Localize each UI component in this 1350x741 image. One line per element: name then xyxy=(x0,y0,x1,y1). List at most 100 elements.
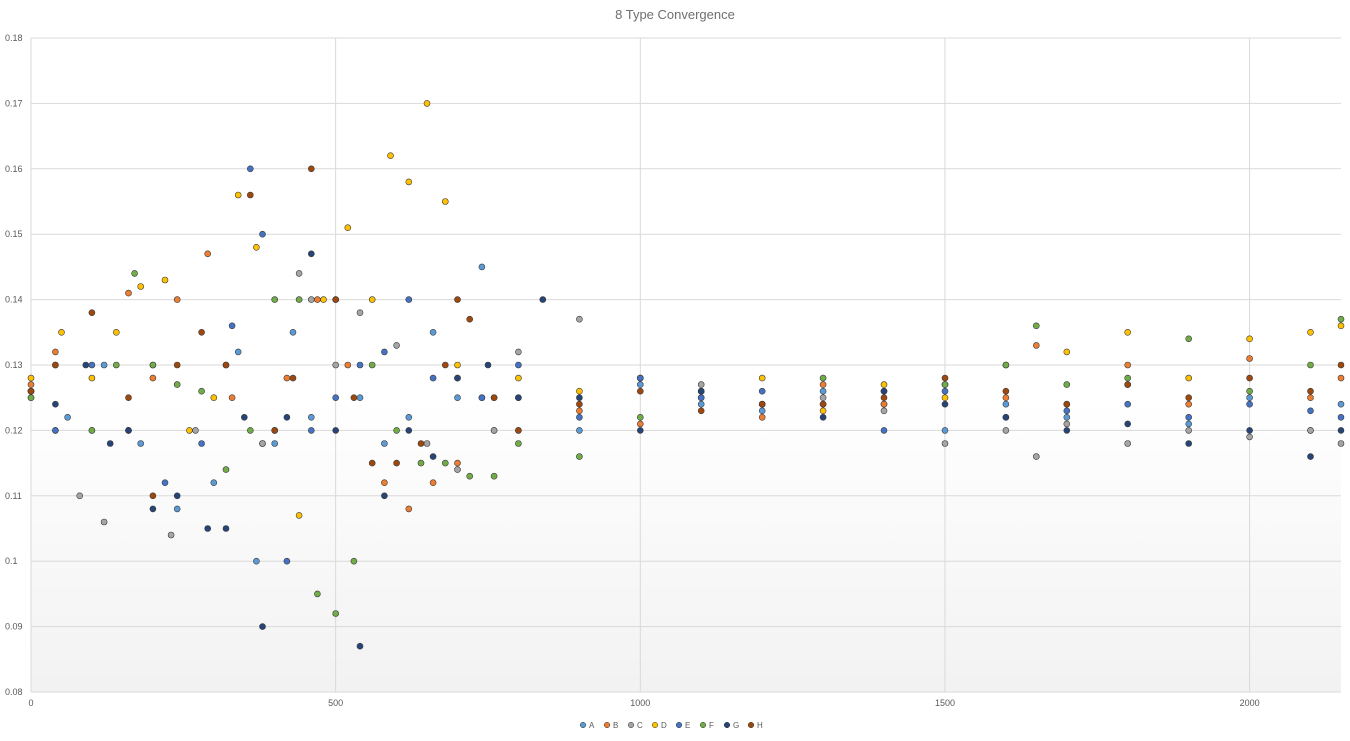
data-point xyxy=(1185,394,1192,402)
data-point xyxy=(576,400,583,408)
data-point xyxy=(149,361,157,369)
data-point xyxy=(576,315,583,323)
data-point xyxy=(429,374,437,382)
data-point xyxy=(393,459,400,467)
data-point xyxy=(941,387,949,395)
data-point xyxy=(289,374,297,382)
legend: A B C D E F G H xyxy=(579,721,763,730)
data-point xyxy=(466,315,474,323)
data-point xyxy=(466,472,474,480)
data-point xyxy=(1033,342,1040,349)
data-point xyxy=(1246,394,1253,402)
legend-item-C: C xyxy=(627,721,643,730)
data-point xyxy=(819,413,827,421)
data-point xyxy=(368,361,376,369)
data-point xyxy=(393,427,400,434)
data-point xyxy=(27,387,35,395)
data-point xyxy=(1307,407,1314,415)
legend-item-E: E xyxy=(675,721,690,730)
data-point xyxy=(636,413,644,421)
data-point xyxy=(204,250,211,258)
data-point xyxy=(1063,400,1071,408)
data-point xyxy=(454,374,461,382)
legend-label: H xyxy=(757,721,763,730)
data-point xyxy=(332,427,340,434)
data-point xyxy=(307,250,315,258)
data-point xyxy=(1185,427,1192,434)
data-point xyxy=(1124,328,1131,336)
legend-item-G: G xyxy=(723,721,739,730)
data-point xyxy=(271,296,279,303)
data-point xyxy=(576,394,583,402)
data-point xyxy=(125,394,132,402)
legend-label: D xyxy=(661,721,667,730)
data-point xyxy=(356,361,364,369)
data-point xyxy=(271,427,279,434)
data-point xyxy=(149,505,157,513)
data-point xyxy=(234,348,242,356)
data-point xyxy=(1124,440,1131,447)
data-point xyxy=(387,152,394,159)
data-point xyxy=(173,381,181,388)
data-point xyxy=(320,296,327,303)
data-point xyxy=(1246,387,1253,395)
data-point xyxy=(1063,407,1071,415)
data-point xyxy=(1246,355,1253,362)
legend-item-D: D xyxy=(651,721,667,730)
data-point xyxy=(173,492,181,500)
data-point xyxy=(210,479,218,487)
data-point xyxy=(636,420,644,428)
data-point xyxy=(819,394,827,402)
data-point xyxy=(405,413,413,421)
y-tick-label: 0.14 xyxy=(5,295,23,305)
data-point xyxy=(228,322,236,330)
data-point xyxy=(490,394,498,402)
data-point xyxy=(356,642,364,650)
data-point xyxy=(941,374,949,382)
data-point xyxy=(368,296,376,303)
data-point xyxy=(423,100,431,107)
legend-label: A xyxy=(589,721,595,730)
data-point xyxy=(1033,322,1040,330)
data-point xyxy=(100,361,108,369)
data-point xyxy=(405,296,413,303)
data-point xyxy=(271,440,279,447)
legend-marker xyxy=(699,721,707,729)
data-point xyxy=(429,453,437,460)
data-point xyxy=(131,270,138,277)
data-point xyxy=(1246,427,1253,434)
data-point xyxy=(125,427,132,434)
data-point xyxy=(1124,381,1131,388)
data-point xyxy=(247,165,254,173)
data-point xyxy=(515,374,522,382)
data-point xyxy=(576,427,583,434)
data-point xyxy=(697,381,705,388)
data-point xyxy=(1337,322,1345,330)
data-point xyxy=(259,230,266,238)
data-point xyxy=(636,374,644,382)
data-point xyxy=(356,309,364,317)
data-point xyxy=(307,296,315,303)
data-point xyxy=(941,381,949,388)
data-point xyxy=(314,296,321,303)
data-point xyxy=(186,427,193,434)
data-point xyxy=(167,531,175,539)
data-point xyxy=(106,440,114,447)
data-point xyxy=(880,427,888,434)
data-point xyxy=(1337,413,1345,421)
data-point xyxy=(27,374,35,382)
y-tick-label: 0.1 xyxy=(5,556,18,566)
data-point xyxy=(515,440,522,447)
data-point xyxy=(880,387,888,395)
data-point xyxy=(454,296,461,303)
legend-marker xyxy=(747,721,755,729)
data-point xyxy=(173,361,181,369)
data-point xyxy=(490,472,498,480)
y-tick-label: 0.13 xyxy=(5,360,23,370)
data-point xyxy=(381,348,388,356)
data-point xyxy=(1246,433,1253,441)
data-point xyxy=(1124,400,1131,408)
y-tick-label: 0.08 xyxy=(5,687,23,697)
data-point xyxy=(259,623,266,630)
data-point xyxy=(173,296,181,303)
